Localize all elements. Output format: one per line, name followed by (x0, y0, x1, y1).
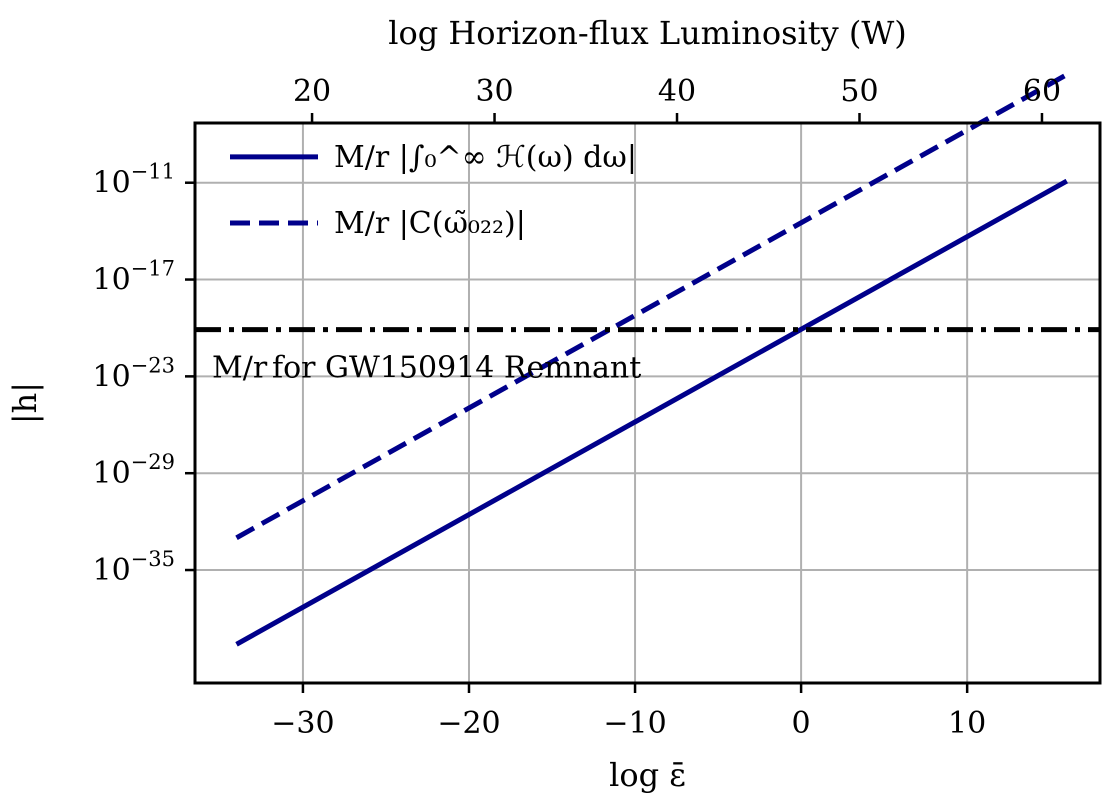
x-tick-label: −20 (437, 706, 500, 741)
x-tick-label: −10 (603, 706, 666, 741)
top-x-tick-label: 40 (658, 74, 696, 109)
y-tick-label: 10−11 (92, 160, 175, 201)
plot-lines (195, 72, 1100, 647)
axes: −30 −20 −10 0 10 10−35 10−29 10−23 10−17 10−11 20 3… (92, 74, 1061, 741)
plot-frame (193, 121, 1102, 685)
y-tick-label: 10−17 (92, 257, 175, 298)
y-tick-label: 10−29 (92, 450, 175, 491)
reference-annotation: M/r for GW150914 Remnant (212, 351, 641, 386)
x-tick-label: −30 (271, 706, 334, 741)
y-axis-label: |h| (6, 382, 44, 424)
legend-label-integral: M/r |∫₀^∞ ℋ(ω) dω| (334, 140, 637, 175)
top-x-axis-label: log Horizon-flux Luminosity (W) (388, 14, 907, 52)
grid (195, 123, 1100, 683)
x-tick-label: 0 (792, 706, 811, 741)
y-tick-label: 10−35 (92, 547, 175, 588)
x-axis-label: log ε̄ (609, 756, 686, 794)
y-tick-label: 10−23 (92, 353, 175, 394)
annotation-prefix: M/r (212, 351, 268, 386)
top-x-tick-label: 30 (475, 74, 513, 109)
series-line-integral (235, 178, 1069, 647)
legend-label-qnm-amplitude: M/r |C(ω̃₀₂₂)| (334, 206, 526, 241)
top-x-tick-label: 20 (293, 74, 331, 109)
annotation-label: for GW150914 Remnant (272, 351, 641, 386)
x-tick-label: 10 (948, 706, 986, 741)
top-x-tick-label: 60 (1023, 74, 1061, 109)
series-line-qnm-amplitude (235, 72, 1069, 540)
top-x-tick-label: 50 (840, 74, 878, 109)
legend: M/r |∫₀^∞ ℋ(ω) dω| M/r |C(ω̃₀₂₂)| (230, 140, 637, 241)
